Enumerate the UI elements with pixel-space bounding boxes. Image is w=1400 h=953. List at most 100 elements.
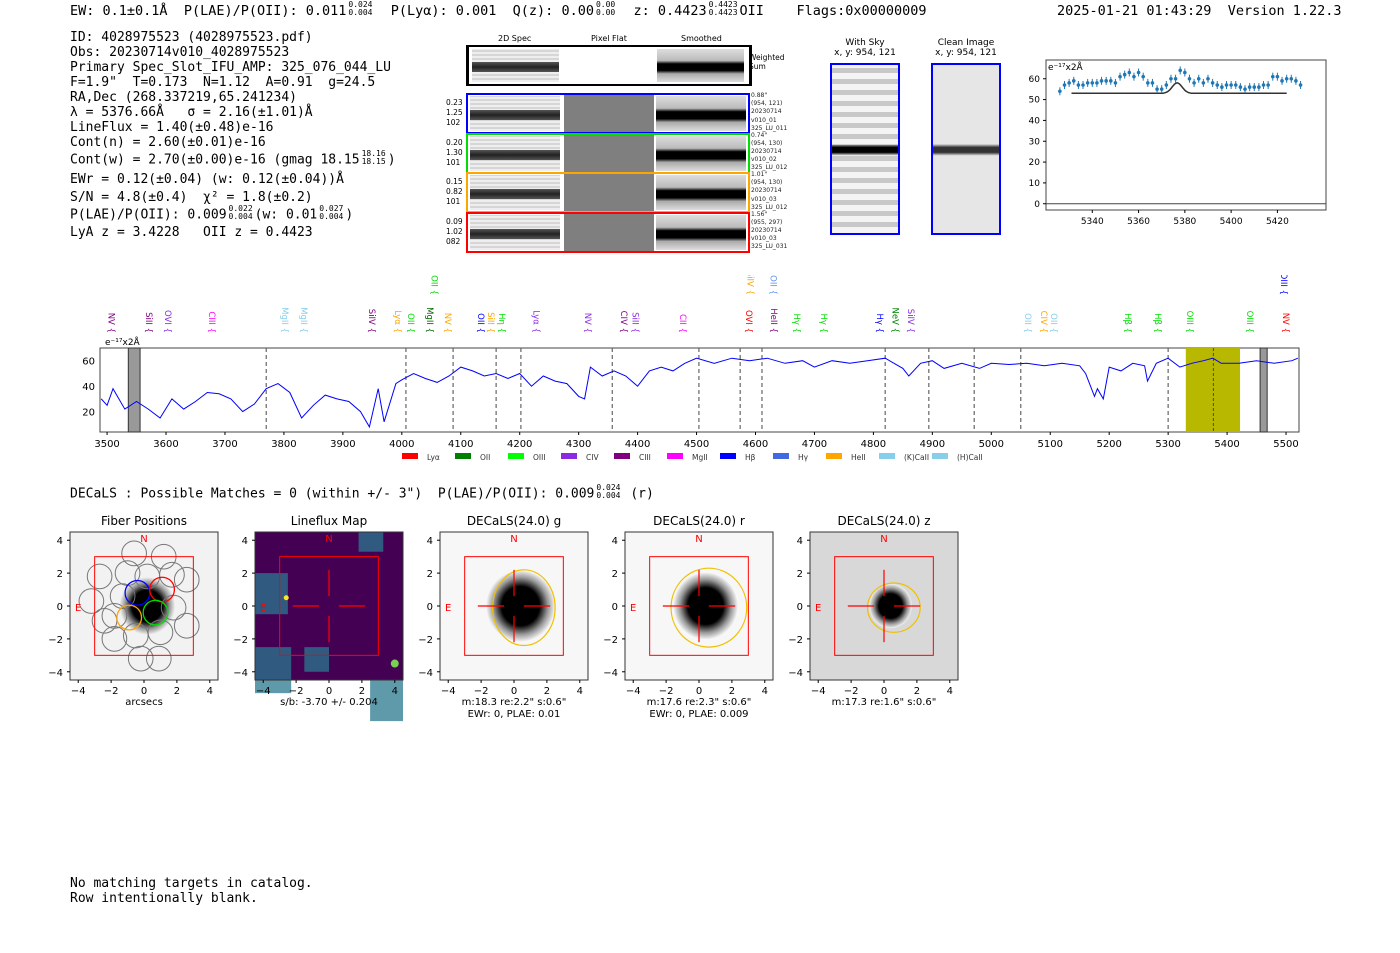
data-point xyxy=(1067,81,1071,85)
panel-r: DECaLS(24.0) r N E −4 −4 −2 −2 0 0 2 2 4 4 m:17.6 re:… xyxy=(603,514,774,720)
source-blob xyxy=(486,570,555,642)
meta-value: 325_LU_031 xyxy=(751,243,788,251)
panel-caption: EWr: 0, PLAE: 0.01 xyxy=(468,709,561,720)
legend-label: Hγ xyxy=(798,453,809,462)
emission-line-label: CIV { xyxy=(1038,311,1048,333)
data-point xyxy=(1257,85,1261,89)
flux-peak xyxy=(390,659,399,668)
cutout-row-meta: 1.56" (955, 297) 20230714 v010_03 325_LU_031 xyxy=(751,211,787,252)
data-point xyxy=(1252,85,1257,89)
emission-line-label: NeV { xyxy=(889,307,899,333)
legend-label: Lyα xyxy=(427,453,440,462)
selected-fiber-circle xyxy=(142,599,169,626)
x-tick-label: −4 xyxy=(256,686,271,697)
y-tick-label: 4 xyxy=(242,536,248,547)
meta-value: 1.56" xyxy=(751,210,768,218)
aperture-ellipse xyxy=(492,569,556,647)
spectrum-line xyxy=(100,357,1298,429)
stat-value: 0.15 xyxy=(446,177,463,186)
panel-caption: arcsecs xyxy=(125,697,163,708)
data-point xyxy=(1095,81,1099,85)
data-point xyxy=(1233,83,1238,87)
meta-value: v010_02 xyxy=(751,156,777,164)
legend-swatch xyxy=(826,453,842,459)
legend-label: HeII xyxy=(851,453,866,462)
decals-summary: DECaLS : Possible Matches = 0 (within +/… xyxy=(70,483,654,502)
y-tick-label: 2 xyxy=(427,569,433,580)
data-point xyxy=(1187,76,1192,81)
x-tick-label: 5380 xyxy=(1173,217,1196,227)
emission-line-label: SiII { xyxy=(485,312,495,333)
search-box xyxy=(464,556,564,656)
x-tick-label: 0 xyxy=(326,686,332,697)
panel-caption: s/b: -3.70 +/- 0.204 xyxy=(280,697,378,708)
y-tick-label: 4 xyxy=(797,536,803,547)
y-unit-label: e⁻¹⁷x2Å xyxy=(105,336,141,348)
x-tick-label: −2 xyxy=(659,686,674,697)
legend-swatch xyxy=(773,453,789,459)
data-point xyxy=(1159,87,1164,91)
search-box xyxy=(649,556,749,656)
y-tick-label: −4 xyxy=(788,668,803,679)
data-point xyxy=(1169,76,1173,81)
emission-line-label: MgII { xyxy=(424,307,434,333)
source-blob xyxy=(673,572,738,640)
meta-value: 0.74" xyxy=(751,131,768,139)
data-point xyxy=(1247,85,1252,89)
col-2d-spec: 2D Spec xyxy=(498,34,532,43)
cutout-pixel-flat xyxy=(564,134,654,172)
cutout-row xyxy=(466,93,750,134)
x-tick-label: 5400 xyxy=(1220,217,1243,227)
x-tick-label: 2 xyxy=(359,686,365,697)
panel-flux: Lineflux Map N E −4 −4 −2 −2 0 0 2 2 4 4 s/b: -3.70 +… xyxy=(233,514,404,722)
data-point xyxy=(1266,83,1270,87)
flux-patch xyxy=(304,647,329,672)
y-tick-label: 20 xyxy=(82,408,95,419)
panel-g: DECaLS(24.0) g N E −4 −4 −2 −2 0 0 2 2 4 4 m:18.3 re:… xyxy=(418,514,589,720)
emission-line-label: SiII { xyxy=(143,312,153,333)
y-tick-label: −2 xyxy=(788,635,803,646)
cutout-row-stats: 0.09 1.02 082 xyxy=(446,217,463,247)
emission-line-label: Hγ { xyxy=(874,313,884,333)
x-tick-label: 4400 xyxy=(625,439,650,450)
data-point xyxy=(1085,81,1090,85)
data-point xyxy=(1192,81,1196,85)
panel-title: DECaLS(24.0) g xyxy=(467,514,561,528)
emission-line-label: Hβ { xyxy=(1152,313,1162,333)
aperture-ellipse xyxy=(670,567,748,648)
meta-value: 20230714 xyxy=(751,187,782,195)
emission-line-label: OVI { xyxy=(162,310,172,333)
y-tick-label: −4 xyxy=(418,668,433,679)
emission-line-label: OII { xyxy=(1022,313,1032,333)
legend-swatch xyxy=(667,453,683,459)
y-tick-label: 50 xyxy=(1029,96,1041,106)
east-label: E xyxy=(260,603,266,614)
meta-value: v010_03 xyxy=(751,235,777,243)
fiber-circle xyxy=(173,566,200,593)
y-tick-label: 2 xyxy=(797,569,803,580)
x-tick-label: −4 xyxy=(811,686,826,697)
data-point xyxy=(1062,83,1067,87)
emission-line-label: SiII { xyxy=(629,312,639,333)
data-point xyxy=(1298,83,1303,87)
legend-label: MgII xyxy=(692,453,708,462)
meta-value: v010_03 xyxy=(751,195,777,203)
emission-line-label: NV { xyxy=(442,313,452,333)
y-tick-label: 10 xyxy=(1029,179,1041,189)
masked-region xyxy=(1259,347,1268,433)
meta-value: (955, 297) xyxy=(751,218,783,226)
x-tick-label: 5340 xyxy=(1081,217,1104,227)
y-tick-label: 4 xyxy=(427,536,433,547)
x-tick-label: 2 xyxy=(729,686,735,697)
x-tick-label: 5000 xyxy=(979,439,1004,450)
cutout-2d-spec xyxy=(470,135,560,171)
panel-title: DECaLS(24.0) r xyxy=(653,514,745,528)
y-tick-label: −4 xyxy=(233,668,248,679)
meta-value: v010_01 xyxy=(751,116,777,124)
x-tick-label: −4 xyxy=(71,686,86,697)
x-tick-label: 0 xyxy=(141,686,147,697)
cutout-row-stats: 0.23 1.25 102 xyxy=(446,98,463,128)
cutout-smoothed xyxy=(656,96,746,131)
flux-patch xyxy=(358,532,384,552)
